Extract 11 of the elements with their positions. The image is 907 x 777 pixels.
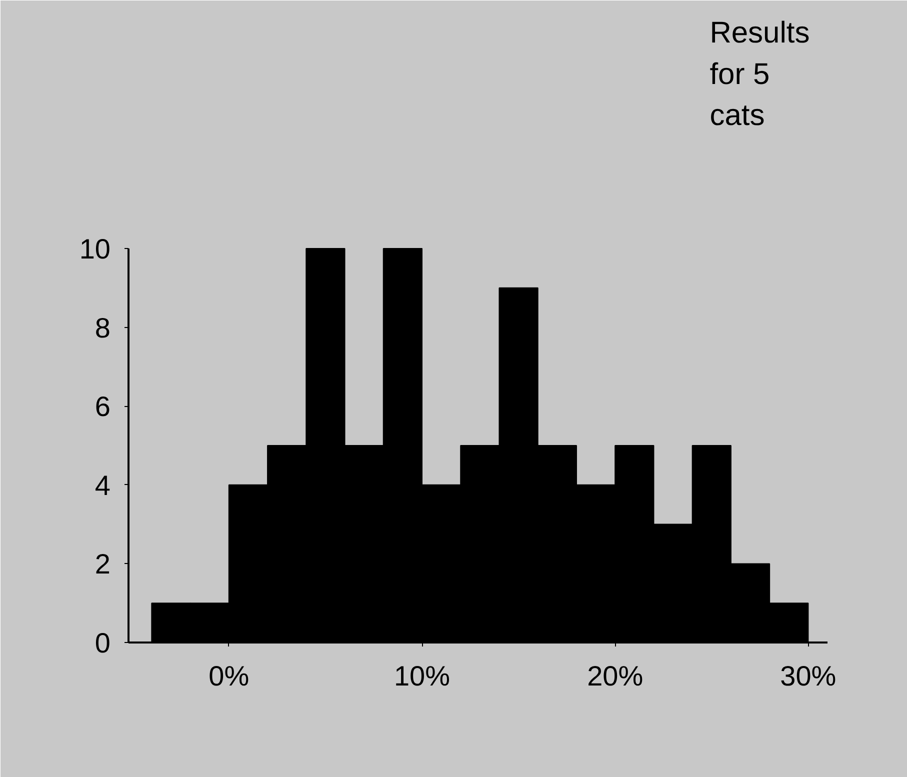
x-tick-label: 30% bbox=[780, 660, 836, 692]
y-tick-label: 4 bbox=[94, 470, 111, 501]
y-tick-label: 10 bbox=[79, 234, 111, 264]
x-tick-label: 10% bbox=[394, 660, 450, 692]
x-tick-label: 0% bbox=[208, 660, 250, 692]
text: Results for 5 cats bbox=[710, 16, 810, 132]
y-tick-label: 8 bbox=[94, 312, 111, 344]
y-tick-label: 2 bbox=[94, 548, 111, 580]
y-tick-label: 6 bbox=[94, 391, 111, 422]
y-tick-label: 0 bbox=[94, 628, 111, 658]
x-tick-label: 20% bbox=[587, 660, 644, 692]
